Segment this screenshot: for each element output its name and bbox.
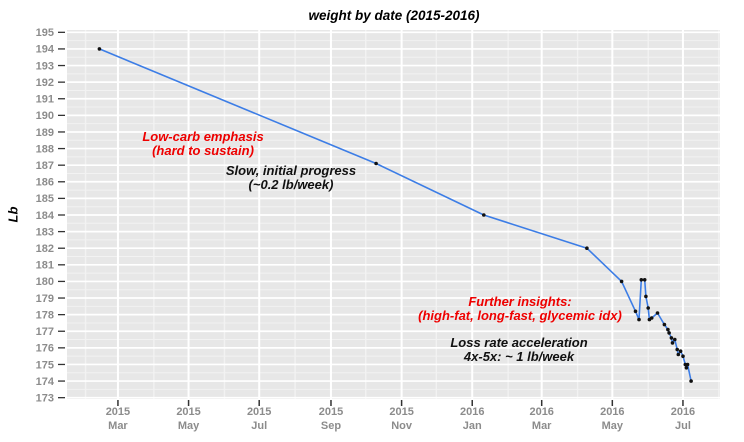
data-point: [678, 349, 683, 354]
annotation-further-insights-line1: Further insights:: [468, 294, 572, 309]
x-tick-label-year: 2016: [460, 406, 484, 418]
y-tick-label: 192: [36, 77, 54, 89]
x-tick-label-month: May: [602, 420, 624, 432]
annotation-slow-progress: Slow, initial progress (~0.2 lb/week): [226, 164, 356, 192]
data-point: [585, 246, 589, 250]
data-point: [669, 336, 674, 340]
data-point: [619, 279, 624, 284]
y-axis-labels: 173 174 175 176 177 178 179 180 181 182 183 184 185 1…: [36, 27, 55, 404]
y-axis-title: Lb: [5, 206, 21, 223]
data-point: [666, 327, 670, 332]
data-point: [670, 341, 675, 345]
annotation-slow-progress-line1: Slow, initial progress: [225, 163, 357, 178]
annotation-further-insights: Further insights: (high-fat, long-fast, …: [418, 295, 622, 323]
y-tick-label: 182: [36, 243, 54, 255]
x-tick-label-month: May: [178, 420, 200, 432]
annotation-further-insights-line2: (high-fat, long-fast, glycemic idx): [418, 308, 622, 323]
data-point: [97, 47, 102, 51]
annotation-loss-rate-line2: 4x-5x: ~ 1 lb/week: [463, 349, 575, 364]
x-tick-label-year: 2016: [671, 406, 695, 418]
y-tick-label: 176: [36, 343, 54, 355]
x-tick-label-month: Nov: [391, 420, 413, 432]
x-tick-label-year: 2015: [106, 406, 130, 418]
annotation-low-carb: Low-carb emphasis (hard to sustain): [142, 130, 263, 158]
y-tick-label: 189: [36, 127, 54, 139]
data-point: [649, 316, 654, 320]
x-tick-label-month: Jan: [463, 420, 482, 432]
x-tick-label-year: 2015: [247, 406, 271, 418]
data-point: [676, 352, 681, 357]
y-tick-label: 186: [36, 177, 54, 189]
data-point: [681, 354, 685, 359]
data-point: [675, 347, 679, 352]
x-tick-label-year: 2016: [529, 406, 553, 418]
data-point: [685, 362, 690, 367]
major-gridlines: [67, 30, 720, 399]
chart-title: weight by date (2015-2016): [308, 8, 480, 23]
y-tick-label: 175: [36, 359, 54, 371]
y-tick-label: 188: [36, 143, 54, 155]
axis-tick-marks: [58, 31, 684, 406]
y-tick-label: 190: [36, 110, 54, 122]
x-tick-label-month: Sep: [321, 420, 341, 432]
y-tick-label: 177: [36, 326, 54, 338]
x-tick-label-month: Mar: [108, 420, 128, 432]
y-tick-label: 180: [36, 276, 54, 288]
annotation-slow-progress-line2: (~0.2 lb/week): [248, 177, 334, 192]
data-point: [639, 278, 644, 282]
data-point: [374, 161, 378, 166]
data-point: [646, 306, 650, 310]
y-tick-label: 173: [36, 392, 54, 404]
x-tick-label-year: 2015: [319, 406, 343, 418]
x-tick-label-month: Jul: [675, 420, 691, 432]
data-point: [482, 213, 486, 217]
y-tick-label: 185: [36, 193, 54, 205]
annotation-loss-rate-line1: Loss rate acceleration: [450, 335, 588, 350]
y-tick-label: 187: [36, 160, 54, 172]
data-point: [637, 317, 641, 322]
x-tick-label-year: 2016: [600, 406, 624, 418]
annotation-loss-rate: Loss rate acceleration 4x-5x: ~ 1 lb/wee…: [450, 336, 587, 364]
data-point: [673, 337, 677, 342]
x-tick-label-month: Mar: [532, 420, 552, 432]
y-tick-label: 194: [36, 44, 55, 56]
data-points: [97, 47, 693, 383]
data-point: [633, 309, 638, 314]
y-tick-label: 178: [36, 309, 54, 321]
y-tick-label: 193: [36, 60, 54, 72]
data-point: [662, 322, 667, 327]
annotation-low-carb-line1: Low-carb emphasis: [142, 129, 264, 144]
weight-line: [99, 48, 692, 382]
x-tick-label-year: 2015: [176, 406, 200, 418]
y-tick-label: 195: [36, 27, 54, 39]
y-tick-label: 191: [36, 94, 54, 106]
x-tick-label-year: 2015: [389, 406, 413, 418]
series-weight: [99, 48, 692, 382]
y-tick-label: 184: [36, 210, 55, 222]
data-point: [644, 294, 648, 299]
y-tick-label: 181: [36, 260, 54, 272]
x-tick-label-month: Jul: [251, 420, 267, 432]
y-tick-label: 179: [36, 293, 54, 305]
annotation-low-carb-line2: (hard to sustain): [152, 143, 254, 158]
data-point: [667, 331, 671, 335]
y-tick-label: 174: [36, 376, 55, 388]
y-tick-label: 183: [36, 226, 54, 238]
data-point: [655, 311, 660, 315]
data-point: [684, 366, 689, 370]
data-point: [642, 278, 647, 282]
data-point: [689, 379, 693, 383]
x-axis-labels: 2015 Mar 2015 May 2015 Jul 2015 Sep 2015 Nov 2016 J…: [106, 406, 695, 432]
